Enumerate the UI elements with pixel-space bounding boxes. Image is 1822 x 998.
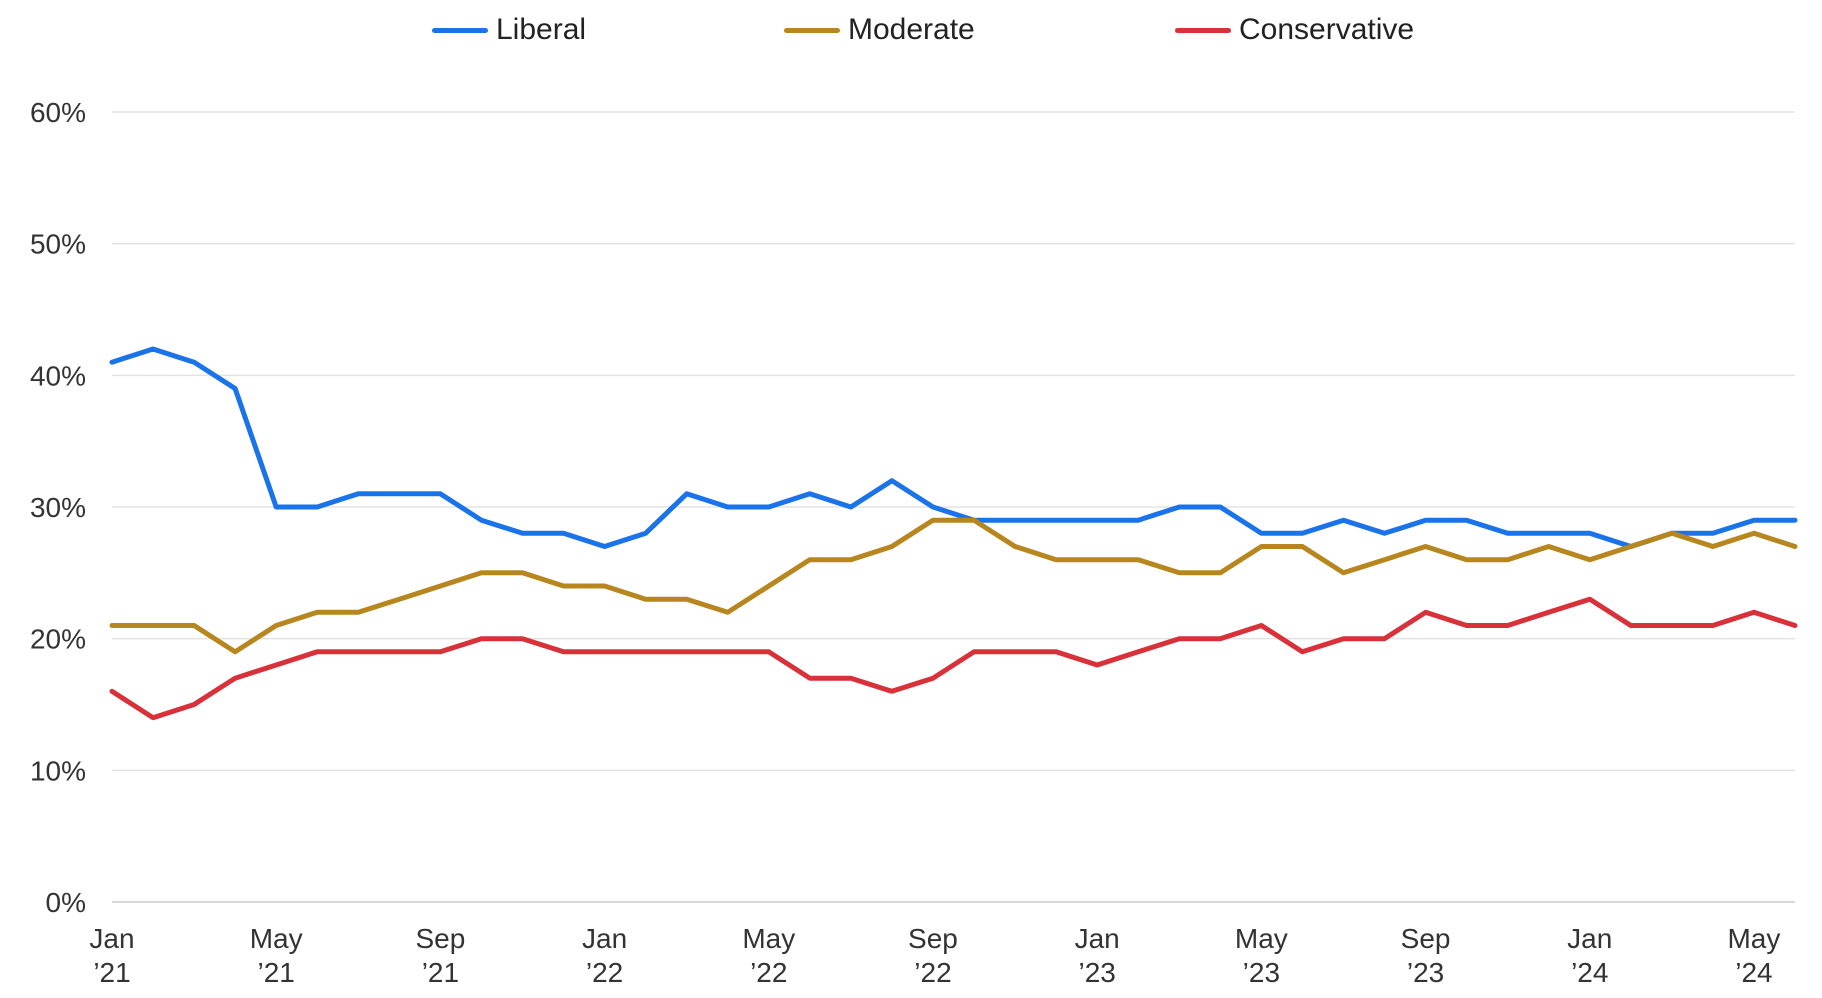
legend-item-conservative: Conservative xyxy=(1175,10,1414,50)
x-tick-label: ’24 xyxy=(1571,957,1608,988)
series-line-moderate xyxy=(109,517,1798,655)
series-lines xyxy=(109,346,1798,721)
x-tick-label: ’21 xyxy=(422,957,459,988)
x-tick-label: Sep xyxy=(415,923,465,954)
y-axis: 0% 10% 20% 30% 40% 50% 60% xyxy=(30,97,86,918)
legend-item-moderate: Moderate xyxy=(784,10,975,50)
y-tick-label: 50% xyxy=(30,229,86,260)
y-tick-label: 0% xyxy=(46,887,86,918)
legend-label: Moderate xyxy=(848,13,975,46)
x-tick-label: May xyxy=(1727,923,1780,954)
legend-label: Conservative xyxy=(1239,13,1415,46)
chart-legend: Liberal Moderate Conservative xyxy=(0,10,1822,50)
y-tick-label: 40% xyxy=(30,360,86,391)
x-tick-label: ’23 xyxy=(1243,957,1280,988)
x-tick-label: Sep xyxy=(908,923,958,954)
y-tick-label: 20% xyxy=(30,624,86,655)
x-axis: Jan’21May’21Sep’21Jan’22May’22Sep’22Jan’… xyxy=(89,923,1780,988)
legend-label: Liberal xyxy=(496,13,587,46)
x-tick-label: ’22 xyxy=(750,957,787,988)
x-tick-label: ’23 xyxy=(1078,957,1115,988)
x-tick-label: ’21 xyxy=(93,957,130,988)
x-tick-label: ’22 xyxy=(586,957,623,988)
legend-swatch xyxy=(432,27,488,33)
x-tick-label: ’21 xyxy=(258,957,295,988)
legend-item-liberal: Liberal xyxy=(432,10,586,50)
grid-lines xyxy=(112,111,1795,903)
series-line-liberal xyxy=(109,346,1798,549)
x-tick-label: ’24 xyxy=(1735,957,1772,988)
x-tick-label: May xyxy=(250,923,303,954)
x-tick-label: May xyxy=(742,923,795,954)
x-tick-label: Jan xyxy=(89,923,134,954)
x-tick-label: Jan xyxy=(1567,923,1612,954)
series-line-conservative xyxy=(109,596,1798,721)
x-tick-label: ’23 xyxy=(1407,957,1444,988)
x-tick-label: Jan xyxy=(582,923,627,954)
x-tick-label: ’22 xyxy=(914,957,951,988)
legend-swatch xyxy=(784,27,840,33)
y-tick-label: 10% xyxy=(30,755,86,786)
y-tick-label: 30% xyxy=(30,492,86,523)
x-tick-label: Jan xyxy=(1075,923,1120,954)
legend-swatch xyxy=(1175,27,1231,33)
x-tick-label: May xyxy=(1235,923,1288,954)
x-tick-label: Sep xyxy=(1401,923,1451,954)
y-tick-label: 60% xyxy=(30,97,86,128)
